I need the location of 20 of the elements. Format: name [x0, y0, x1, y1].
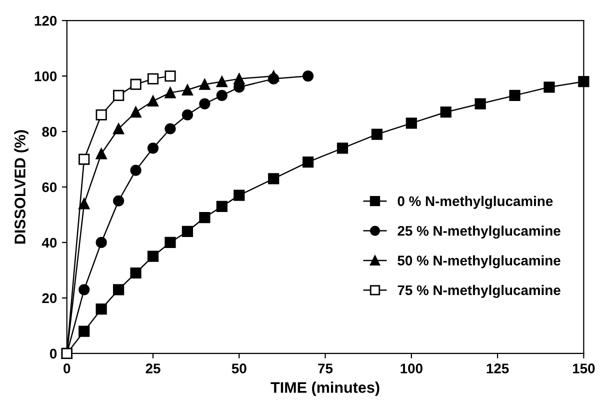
- x-tick-label: 75: [318, 364, 333, 374]
- y-tick-label: 80: [42, 126, 57, 137]
- x-tick-label: 50: [232, 364, 246, 374]
- y-axis-title: DISSOLVED (%): [14, 130, 28, 244]
- legend-label: 0 % N-methylglucamine: [398, 196, 553, 209]
- y-tick-label: 0: [50, 348, 57, 359]
- legend-label: 50 % N-methylglucamine: [398, 255, 560, 268]
- x-tick-label: 125: [486, 364, 509, 374]
- y-tick-label: 100: [34, 71, 57, 82]
- legend-label: 25 % N-methylglucamine: [398, 226, 560, 239]
- x-axis-title: TIME (minutes): [270, 382, 380, 396]
- legend-label: 75 % N-methylglucamine: [398, 284, 560, 298]
- x-tick-label: 25: [146, 364, 160, 374]
- x-tick-label: 0: [64, 364, 70, 374]
- y-tick-label: 60: [42, 182, 57, 192]
- x-tick-label: 100: [400, 364, 422, 374]
- y-tick-label: 40: [42, 238, 57, 248]
- x-tick-label: 150: [572, 364, 595, 374]
- y-tick-label: 20: [42, 293, 57, 304]
- y-tick-label: 120: [34, 16, 57, 26]
